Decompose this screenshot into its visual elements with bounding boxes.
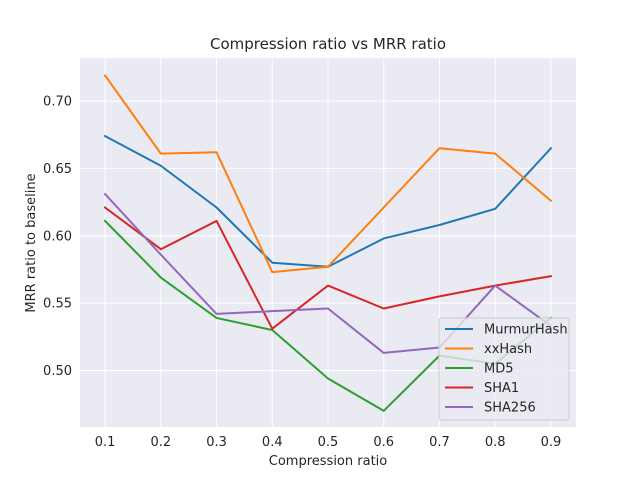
- y-tick-label: 0.50: [43, 364, 72, 379]
- legend-label-sha256: SHA256: [484, 401, 536, 416]
- y-tick-label: 0.70: [43, 95, 72, 110]
- series-line-sha256: [103, 192, 553, 354]
- x-tick-label: 0.8: [485, 435, 506, 450]
- y-axis-label: MRR ratio to baseline: [24, 173, 39, 312]
- legend-label-sha1: SHA1: [484, 381, 519, 396]
- legend-box: [438, 317, 570, 421]
- y-tick-label: 0.65: [43, 162, 72, 177]
- series-lines: [103, 74, 553, 412]
- legend: MurmurHash xxHash MD5 SHA1 SHA256: [438, 317, 570, 421]
- series-line-sha1: [103, 206, 553, 330]
- legend-label-xxhash: xxHash: [484, 342, 532, 357]
- x-tick-label: 0.1: [95, 435, 116, 450]
- series-line-xxhash: [103, 74, 553, 274]
- chart-title: Compression ratio vs MRR ratio: [210, 35, 446, 53]
- x-tick-label: 0.7: [429, 435, 450, 450]
- y-tick-label: 0.55: [43, 297, 72, 312]
- x-tick-label: 0.6: [373, 435, 394, 450]
- x-tick-label: 0.4: [262, 435, 283, 450]
- y-tick-label: 0.60: [43, 229, 72, 244]
- x-tick-label: 0.9: [541, 435, 562, 450]
- legend-label-murmurhash: MurmurHash: [484, 323, 568, 338]
- x-tick-label: 0.2: [150, 435, 171, 450]
- x-axis-label: Compression ratio: [269, 454, 388, 469]
- legend-label-md5: MD5: [484, 362, 514, 377]
- x-tick-label: 0.3: [206, 435, 227, 450]
- tick-labels: 0.1 0.2 0.3 0.4 0.5 0.6 0.7 0.8 0.9 0.50 0.55 0.60 0…: [43, 95, 561, 450]
- x-tick-label: 0.5: [318, 435, 339, 450]
